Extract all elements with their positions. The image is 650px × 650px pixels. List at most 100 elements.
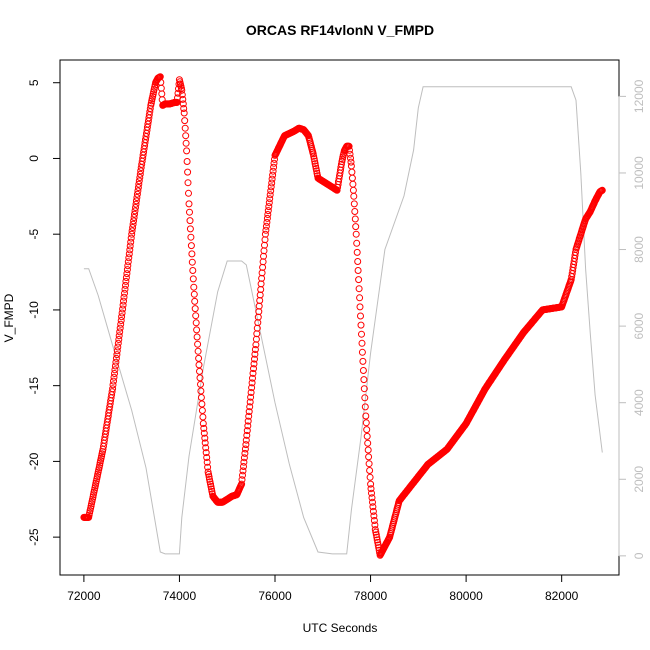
data-point	[201, 434, 209, 442]
data-point	[246, 403, 254, 411]
data-point	[111, 362, 119, 370]
data-point	[134, 184, 142, 191]
data-point	[130, 214, 138, 221]
data-point	[203, 454, 211, 461]
data-point	[115, 336, 123, 343]
data-point	[350, 200, 358, 208]
data-point	[267, 187, 275, 195]
y-right-tick-label: 2000	[632, 466, 646, 493]
data-point	[247, 393, 255, 401]
data-point	[263, 214, 271, 222]
data-point	[369, 498, 376, 506]
data-point	[198, 407, 206, 414]
data-point	[242, 441, 250, 449]
data-point	[199, 420, 207, 427]
data-point	[240, 458, 248, 466]
data-point	[239, 467, 247, 475]
data-point	[127, 234, 135, 242]
data-point	[263, 218, 271, 226]
data-point	[120, 293, 128, 301]
data-point	[347, 154, 354, 162]
data-point	[261, 230, 269, 238]
data-point	[110, 377, 117, 385]
data-point	[207, 483, 215, 490]
data-point	[373, 533, 381, 541]
data-point	[190, 290, 198, 298]
data-point	[249, 374, 256, 382]
data-point	[188, 250, 196, 258]
data-point	[122, 274, 130, 281]
data-point	[265, 203, 273, 211]
data-point	[370, 512, 378, 520]
data-point	[354, 258, 362, 265]
y-right-tick-label: 6000	[632, 312, 646, 339]
y-right-tick-label: 10000	[632, 156, 646, 190]
data-point	[369, 507, 377, 515]
data-point	[369, 503, 377, 511]
data-point	[267, 183, 275, 191]
data-point	[183, 147, 191, 155]
data-point	[178, 91, 186, 99]
data-point	[266, 195, 274, 203]
data-point	[137, 167, 145, 175]
data-point	[238, 476, 246, 484]
data-point	[199, 413, 207, 421]
data-point	[269, 167, 277, 175]
y-tick-label: -20	[27, 452, 41, 470]
data-point	[247, 389, 255, 396]
data-point	[118, 313, 126, 321]
data-point	[262, 226, 270, 234]
x-tick-label: 76000	[258, 589, 292, 603]
x-axis: 72000 74000 76000 78000 80000 82000	[67, 574, 579, 603]
data-point	[123, 270, 131, 278]
data-point	[356, 303, 364, 311]
data-point	[262, 222, 270, 230]
data-point	[119, 301, 127, 309]
y-right-tick-label: 4000	[632, 389, 646, 416]
y-tick-label: -5	[27, 229, 41, 240]
data-point	[109, 381, 117, 389]
data-point	[362, 412, 370, 420]
right-axis-series	[83, 86, 603, 555]
data-point	[132, 204, 139, 211]
data-point	[200, 429, 208, 437]
data-point	[248, 384, 256, 392]
data-point	[241, 449, 249, 457]
data-point	[116, 328, 124, 336]
data-point	[121, 285, 129, 293]
data-point	[242, 436, 250, 444]
data-point	[191, 297, 199, 305]
data-point	[598, 186, 606, 194]
data-point	[266, 191, 274, 199]
data-point	[127, 238, 135, 246]
data-point	[118, 309, 126, 317]
data-point	[354, 267, 362, 274]
data-point	[357, 312, 364, 320]
data-point	[124, 258, 132, 266]
data-point	[180, 105, 188, 112]
data-point	[205, 473, 213, 481]
data-point	[244, 422, 252, 430]
data-point	[345, 142, 353, 150]
data-point	[128, 227, 136, 235]
data-point	[365, 460, 373, 468]
data-point	[122, 281, 129, 289]
data-point	[178, 86, 186, 94]
data-point	[364, 446, 372, 454]
data-point	[250, 365, 257, 373]
data-point	[131, 207, 139, 215]
data-point	[189, 275, 197, 283]
data-point	[353, 248, 361, 256]
data-point	[374, 538, 382, 546]
data-point	[269, 171, 277, 179]
y-axis-right: 0 2000 4000 6000 8000 10000 12000	[618, 79, 646, 559]
data-point	[111, 370, 118, 377]
data-point	[185, 200, 193, 208]
data-point	[313, 167, 321, 175]
data-point	[179, 100, 187, 108]
data-point	[198, 400, 206, 408]
data-point	[366, 467, 374, 474]
data-point	[251, 355, 258, 363]
data-point	[204, 463, 212, 471]
